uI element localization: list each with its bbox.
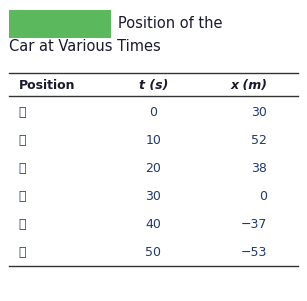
Text: 20: 20	[146, 162, 161, 175]
Text: 40: 40	[146, 218, 161, 231]
Text: Position: Position	[18, 79, 75, 92]
Text: 0: 0	[259, 190, 267, 203]
Text: Ⓓ: Ⓓ	[18, 190, 26, 203]
Text: Car at Various Times: Car at Various Times	[9, 39, 161, 54]
Text: Ⓑ: Ⓑ	[18, 134, 26, 147]
Text: 0: 0	[150, 106, 157, 119]
Text: Position of the: Position of the	[118, 16, 223, 31]
Text: 30: 30	[251, 106, 267, 119]
Text: Ⓕ: Ⓕ	[18, 246, 26, 259]
Text: Ⓒ: Ⓒ	[18, 162, 26, 175]
Text: 38: 38	[251, 162, 267, 175]
Text: x (m): x (m)	[230, 79, 267, 92]
Text: Ⓔ: Ⓔ	[18, 218, 26, 231]
Text: −37: −37	[241, 218, 267, 231]
Text: Ⓐ: Ⓐ	[18, 106, 26, 119]
Text: t (s): t (s)	[139, 79, 168, 92]
Text: TABLE 2.1: TABLE 2.1	[25, 17, 95, 30]
Text: 30: 30	[146, 190, 161, 203]
Text: −53: −53	[241, 246, 267, 259]
Text: 10: 10	[146, 134, 161, 147]
Text: 50: 50	[146, 246, 161, 259]
Text: 52: 52	[251, 134, 267, 147]
